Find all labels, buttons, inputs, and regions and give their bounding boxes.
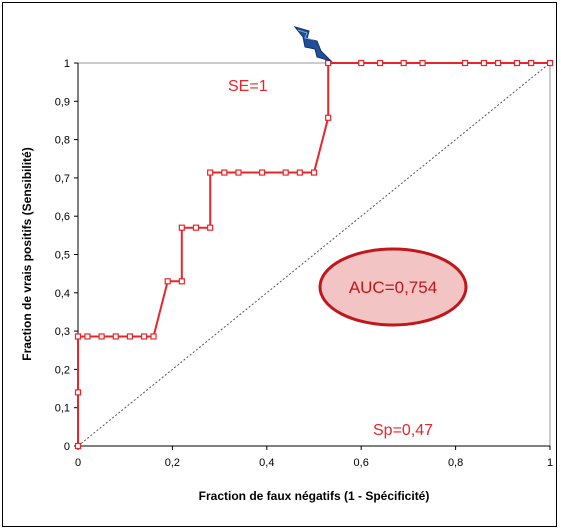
y-tick-label: 0: [64, 441, 70, 453]
roc-point: [376, 59, 384, 67]
roc-point: [282, 169, 289, 176]
sp-annotation: Sp=0,47: [373, 422, 433, 439]
se-annotation: SE=1: [228, 78, 268, 95]
roc-point: [480, 59, 488, 67]
x-tick-label: 0,8: [448, 457, 463, 469]
x-tick-label: 0,6: [354, 457, 369, 469]
roc-point: [84, 333, 91, 340]
roc-point: [221, 169, 228, 176]
roc-point: [192, 224, 200, 231]
y-tick-label: 0,7: [55, 173, 70, 185]
y-tick-label: 0,4: [55, 288, 70, 300]
x-axis-ticks: 0 0,2 0,4 0,6 0,8 1: [75, 446, 553, 469]
roc-point: [461, 59, 469, 67]
roc-point: [74, 333, 82, 340]
roc-chart: 0 0,1 0,2 0,3 0,4 0,5 0,6 0,7 0,8 0,9 1 0 0,2 0,4 0,6…: [20, 26, 554, 503]
series-layer: [74, 59, 554, 450]
roc-point: [310, 169, 318, 176]
roc-point: [513, 59, 521, 67]
y-tick-label: 1: [64, 58, 70, 70]
roc-point: [325, 59, 332, 67]
y-axis-title: Fraction de vrais positifs (Sensibilité): [20, 147, 34, 360]
x-tick-label: 0,2: [165, 457, 180, 469]
roc-point: [494, 59, 502, 67]
roc-point: [150, 333, 157, 340]
auc-label: AUC=0,754: [349, 278, 437, 297]
y-tick-label: 0,1: [55, 403, 70, 415]
roc-point: [296, 169, 303, 176]
y-tick-label: 0,8: [55, 135, 70, 147]
y-axis-ticks: 0 0,1 0,2 0,3 0,4 0,5 0,6 0,7 0,8 0,9 1: [55, 58, 78, 453]
y-tick-label: 0,5: [55, 250, 70, 262]
x-axis-title: Fraction de faux négatifs (1 - Spécifici…: [199, 489, 430, 503]
roc-point: [140, 333, 148, 340]
y-tick-label: 0,9: [55, 96, 70, 108]
x-tick-label: 0,4: [259, 457, 274, 469]
y-tick-label: 0,3: [55, 326, 70, 338]
x-tick-label: 0: [75, 457, 81, 469]
roc-point: [74, 442, 82, 450]
y-tick-label: 0,2: [55, 364, 70, 376]
roc-point: [325, 114, 332, 121]
roc-point: [178, 278, 185, 285]
diagonal-reference-line: [77, 62, 551, 447]
chart-frame: 0 0,1 0,2 0,3 0,4 0,5 0,6 0,7 0,8 0,9 1 0 0,2 0,4 0,6…: [2, 2, 557, 527]
roc-point: [126, 333, 134, 340]
roc-point: [258, 169, 266, 176]
lightning-bolt-icon: [293, 26, 333, 63]
y-tick-label: 0,6: [55, 211, 70, 223]
roc-point: [178, 224, 185, 231]
roc-point: [546, 59, 554, 67]
auc-ellipse: [318, 247, 468, 327]
roc-point: [400, 59, 407, 67]
roc-point: [235, 169, 242, 176]
roc-point: [207, 224, 214, 231]
x-tick-label: 1: [547, 457, 553, 469]
roc-point: [74, 389, 82, 396]
roc-point: [98, 333, 105, 340]
roc-point: [207, 169, 214, 176]
roc-point: [358, 59, 365, 67]
roc-point: [419, 59, 426, 67]
roc-point: [164, 278, 171, 285]
roc-point: [112, 333, 119, 340]
roc-point: [528, 59, 535, 67]
